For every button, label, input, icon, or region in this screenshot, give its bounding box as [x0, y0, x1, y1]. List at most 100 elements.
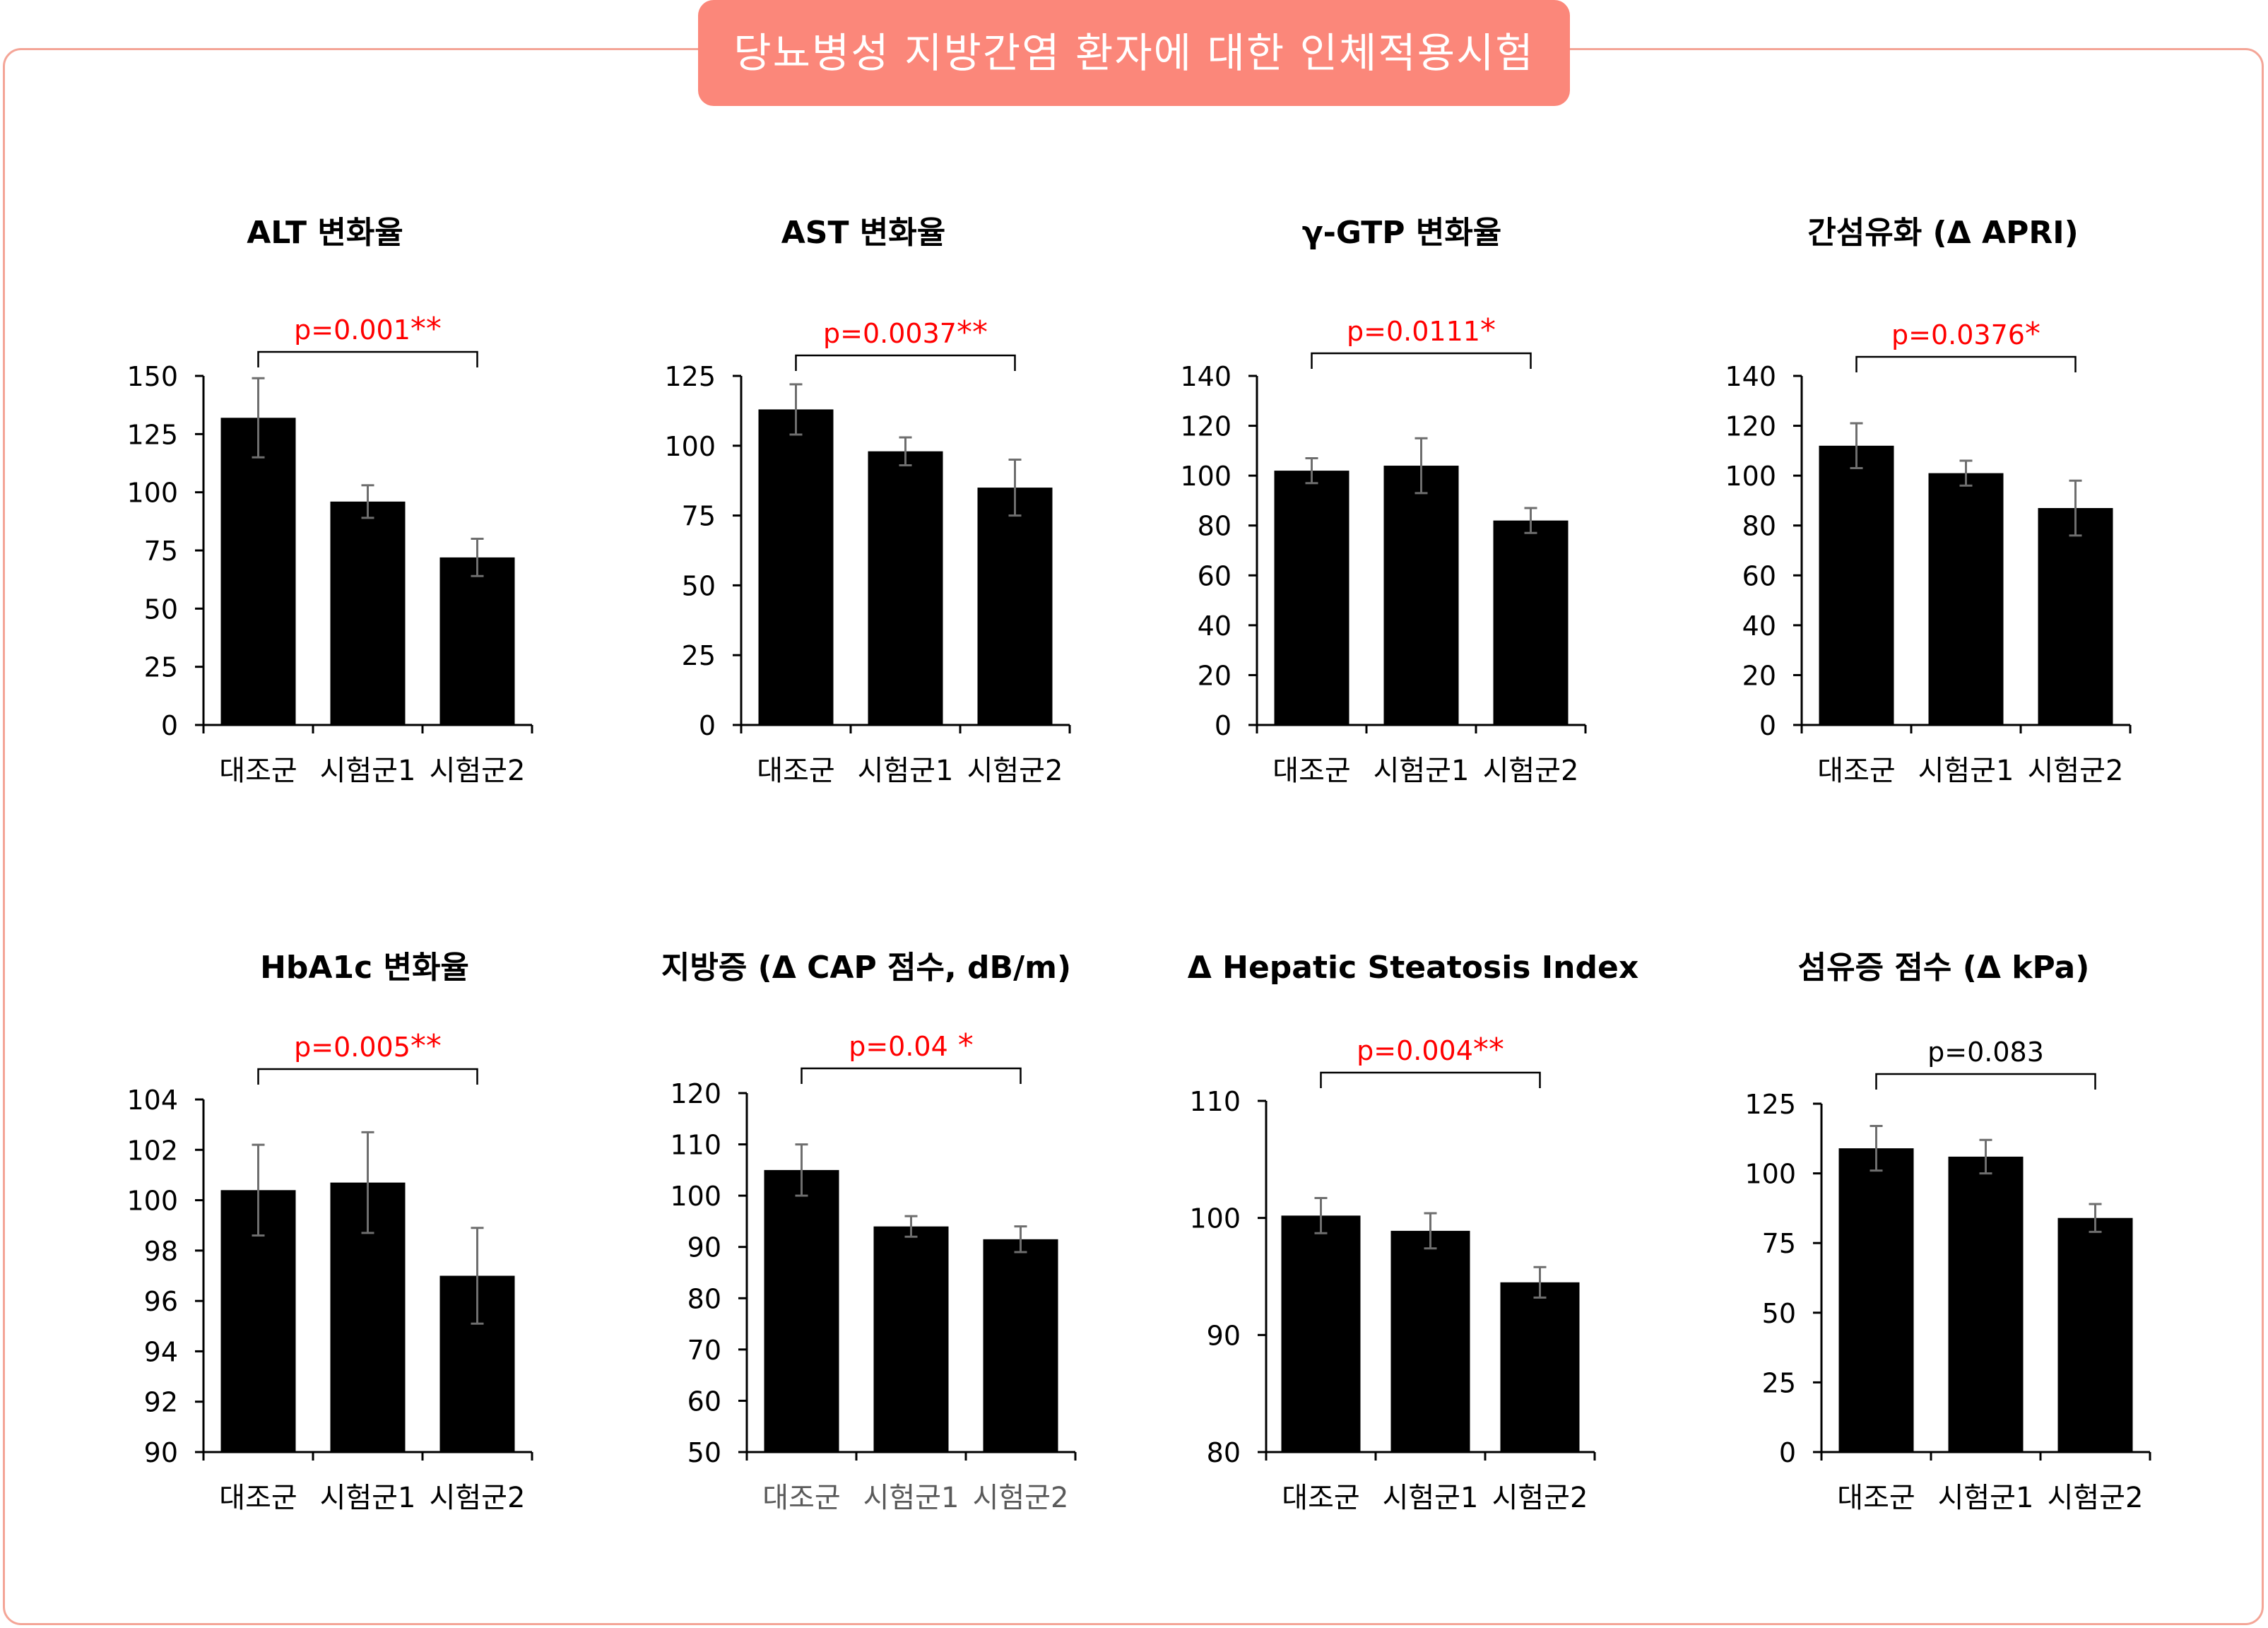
p-value-text: p=0.083	[1927, 1037, 2044, 1068]
y-tick-label: 0	[1759, 710, 1776, 741]
significance-stars: *	[948, 1027, 974, 1063]
chart-panel: 지방증 (Δ CAP 점수, dB/m) 대조군 시험군1 시험군2 50 60 70 80 9…	[661, 950, 1077, 1514]
significance-stars: **	[1473, 1032, 1504, 1068]
y-tick-label: 104	[126, 1085, 178, 1116]
chart-title: γ-GTP 변화율	[1302, 215, 1502, 251]
y-tick-label: 20	[1198, 660, 1232, 691]
p-value-label: p=0.083	[1927, 1037, 2044, 1068]
bar	[330, 501, 406, 725]
y-tick-label: 60	[1198, 560, 1232, 591]
y-tick-label: 92	[144, 1387, 178, 1418]
bar	[1819, 445, 1894, 725]
y-tick-label: 100	[1189, 1203, 1241, 1234]
bar	[873, 1226, 949, 1452]
chart-title: 지방증 (Δ CAP 점수, dB/m)	[661, 950, 1071, 986]
error-bar	[471, 538, 484, 577]
chart-title: AST 변화율	[781, 215, 946, 251]
p-value-text: p=0.004	[1357, 1035, 1473, 1066]
x-tick-label: 시험군1	[1383, 1482, 1479, 1514]
y-tick-label: 75	[144, 536, 178, 567]
x-tick-label: 시험군1	[320, 1482, 416, 1514]
error-bar	[1979, 1138, 1992, 1175]
bar	[439, 557, 515, 725]
y-tick-label: 0	[161, 710, 178, 741]
error-bar	[471, 1227, 484, 1325]
significance-bracket	[801, 1067, 1022, 1084]
y-tick-label: 80	[687, 1283, 721, 1314]
y-tick-label: 98	[144, 1236, 178, 1267]
bar	[983, 1239, 1058, 1452]
x-tick-label: 대조군	[1837, 1482, 1915, 1514]
error-bar	[899, 436, 912, 466]
error-bar	[361, 484, 374, 519]
p-value-text: p=0.0111	[1347, 316, 1480, 347]
p-value-text: p=0.001	[294, 314, 411, 346]
y-tick-label: 100	[1725, 461, 1776, 492]
error-bar	[1870, 1125, 1883, 1172]
x-tick-label: 시험군1	[863, 1482, 959, 1514]
x-tick-label: 시험군1	[320, 755, 416, 787]
y-tick-label: 102	[126, 1135, 178, 1166]
bar	[1274, 471, 1349, 725]
p-value-label: p=0.001**	[294, 311, 442, 347]
y-tick-label: 40	[1198, 610, 1232, 642]
bar	[1383, 466, 1459, 725]
bar	[1390, 1230, 1470, 1452]
bar	[977, 488, 1053, 725]
y-tick-label: 110	[1189, 1086, 1241, 1117]
y-tick-label: 125	[664, 361, 716, 392]
significance-stars: *	[1480, 312, 1496, 348]
y-tick-label: 96	[144, 1286, 178, 1317]
y-tick-label: 94	[144, 1336, 178, 1367]
y-tick-label: 80	[1198, 511, 1232, 542]
y-tick-label: 50	[144, 594, 178, 625]
x-tick-label: 시험군2	[430, 755, 526, 787]
error-bar	[1014, 1225, 1027, 1254]
y-tick-label: 75	[682, 501, 716, 532]
x-tick-label: 대조군	[219, 1482, 297, 1514]
significance-bracket	[257, 1068, 478, 1085]
y-tick-label: 70	[687, 1335, 721, 1366]
error-bar	[904, 1215, 918, 1238]
chart-panel: 섬유증 점수 (Δ kPa) 대조군 시험군1 시험군2 0 25 50 75 100 125 p=…	[1744, 950, 2151, 1514]
error-bar	[1314, 1197, 1328, 1234]
significance-stars: *	[2025, 316, 2040, 352]
p-value-label: p=0.005**	[294, 1028, 442, 1064]
x-tick-label: 시험군1	[1918, 755, 2014, 787]
y-tick-label: 100	[1180, 461, 1232, 492]
p-value-label: p=0.0037**	[823, 314, 988, 350]
chart-title: 간섬유화 (Δ APRI)	[1807, 215, 2078, 251]
y-tick-label: 0	[699, 710, 716, 741]
bar	[764, 1169, 839, 1452]
y-tick-label: 110	[670, 1130, 721, 1161]
y-tick-label: 50	[687, 1437, 721, 1468]
y-tick-label: 125	[1744, 1089, 1796, 1120]
y-tick-label: 125	[126, 419, 178, 450]
x-tick-label: 대조군	[1282, 1482, 1359, 1514]
x-tick-label: 시험군2	[1492, 1482, 1588, 1514]
significance-bracket	[257, 350, 478, 367]
x-tick-label: 시험군2	[2028, 755, 2124, 787]
bar	[1948, 1156, 2024, 1452]
y-tick-label: 80	[1207, 1437, 1241, 1468]
significance-bracket	[1855, 355, 2077, 372]
error-bar	[1305, 456, 1318, 485]
y-tick-label: 140	[1725, 361, 1776, 392]
y-tick-label: 100	[126, 478, 178, 509]
error-bar	[789, 383, 803, 436]
x-tick-label: 대조군	[757, 755, 834, 787]
error-bar	[252, 377, 265, 459]
x-tick-label: 시험군2	[967, 755, 1063, 787]
y-tick-label: 0	[1779, 1437, 1796, 1468]
p-value-label: p=0.04 *	[849, 1027, 974, 1063]
x-tick-label: 시험군2	[973, 1482, 1069, 1514]
error-bar	[1850, 422, 1863, 470]
error-bar	[1533, 1266, 1547, 1299]
error-bar	[1008, 459, 1022, 517]
y-tick-label: 100	[670, 1181, 721, 1212]
